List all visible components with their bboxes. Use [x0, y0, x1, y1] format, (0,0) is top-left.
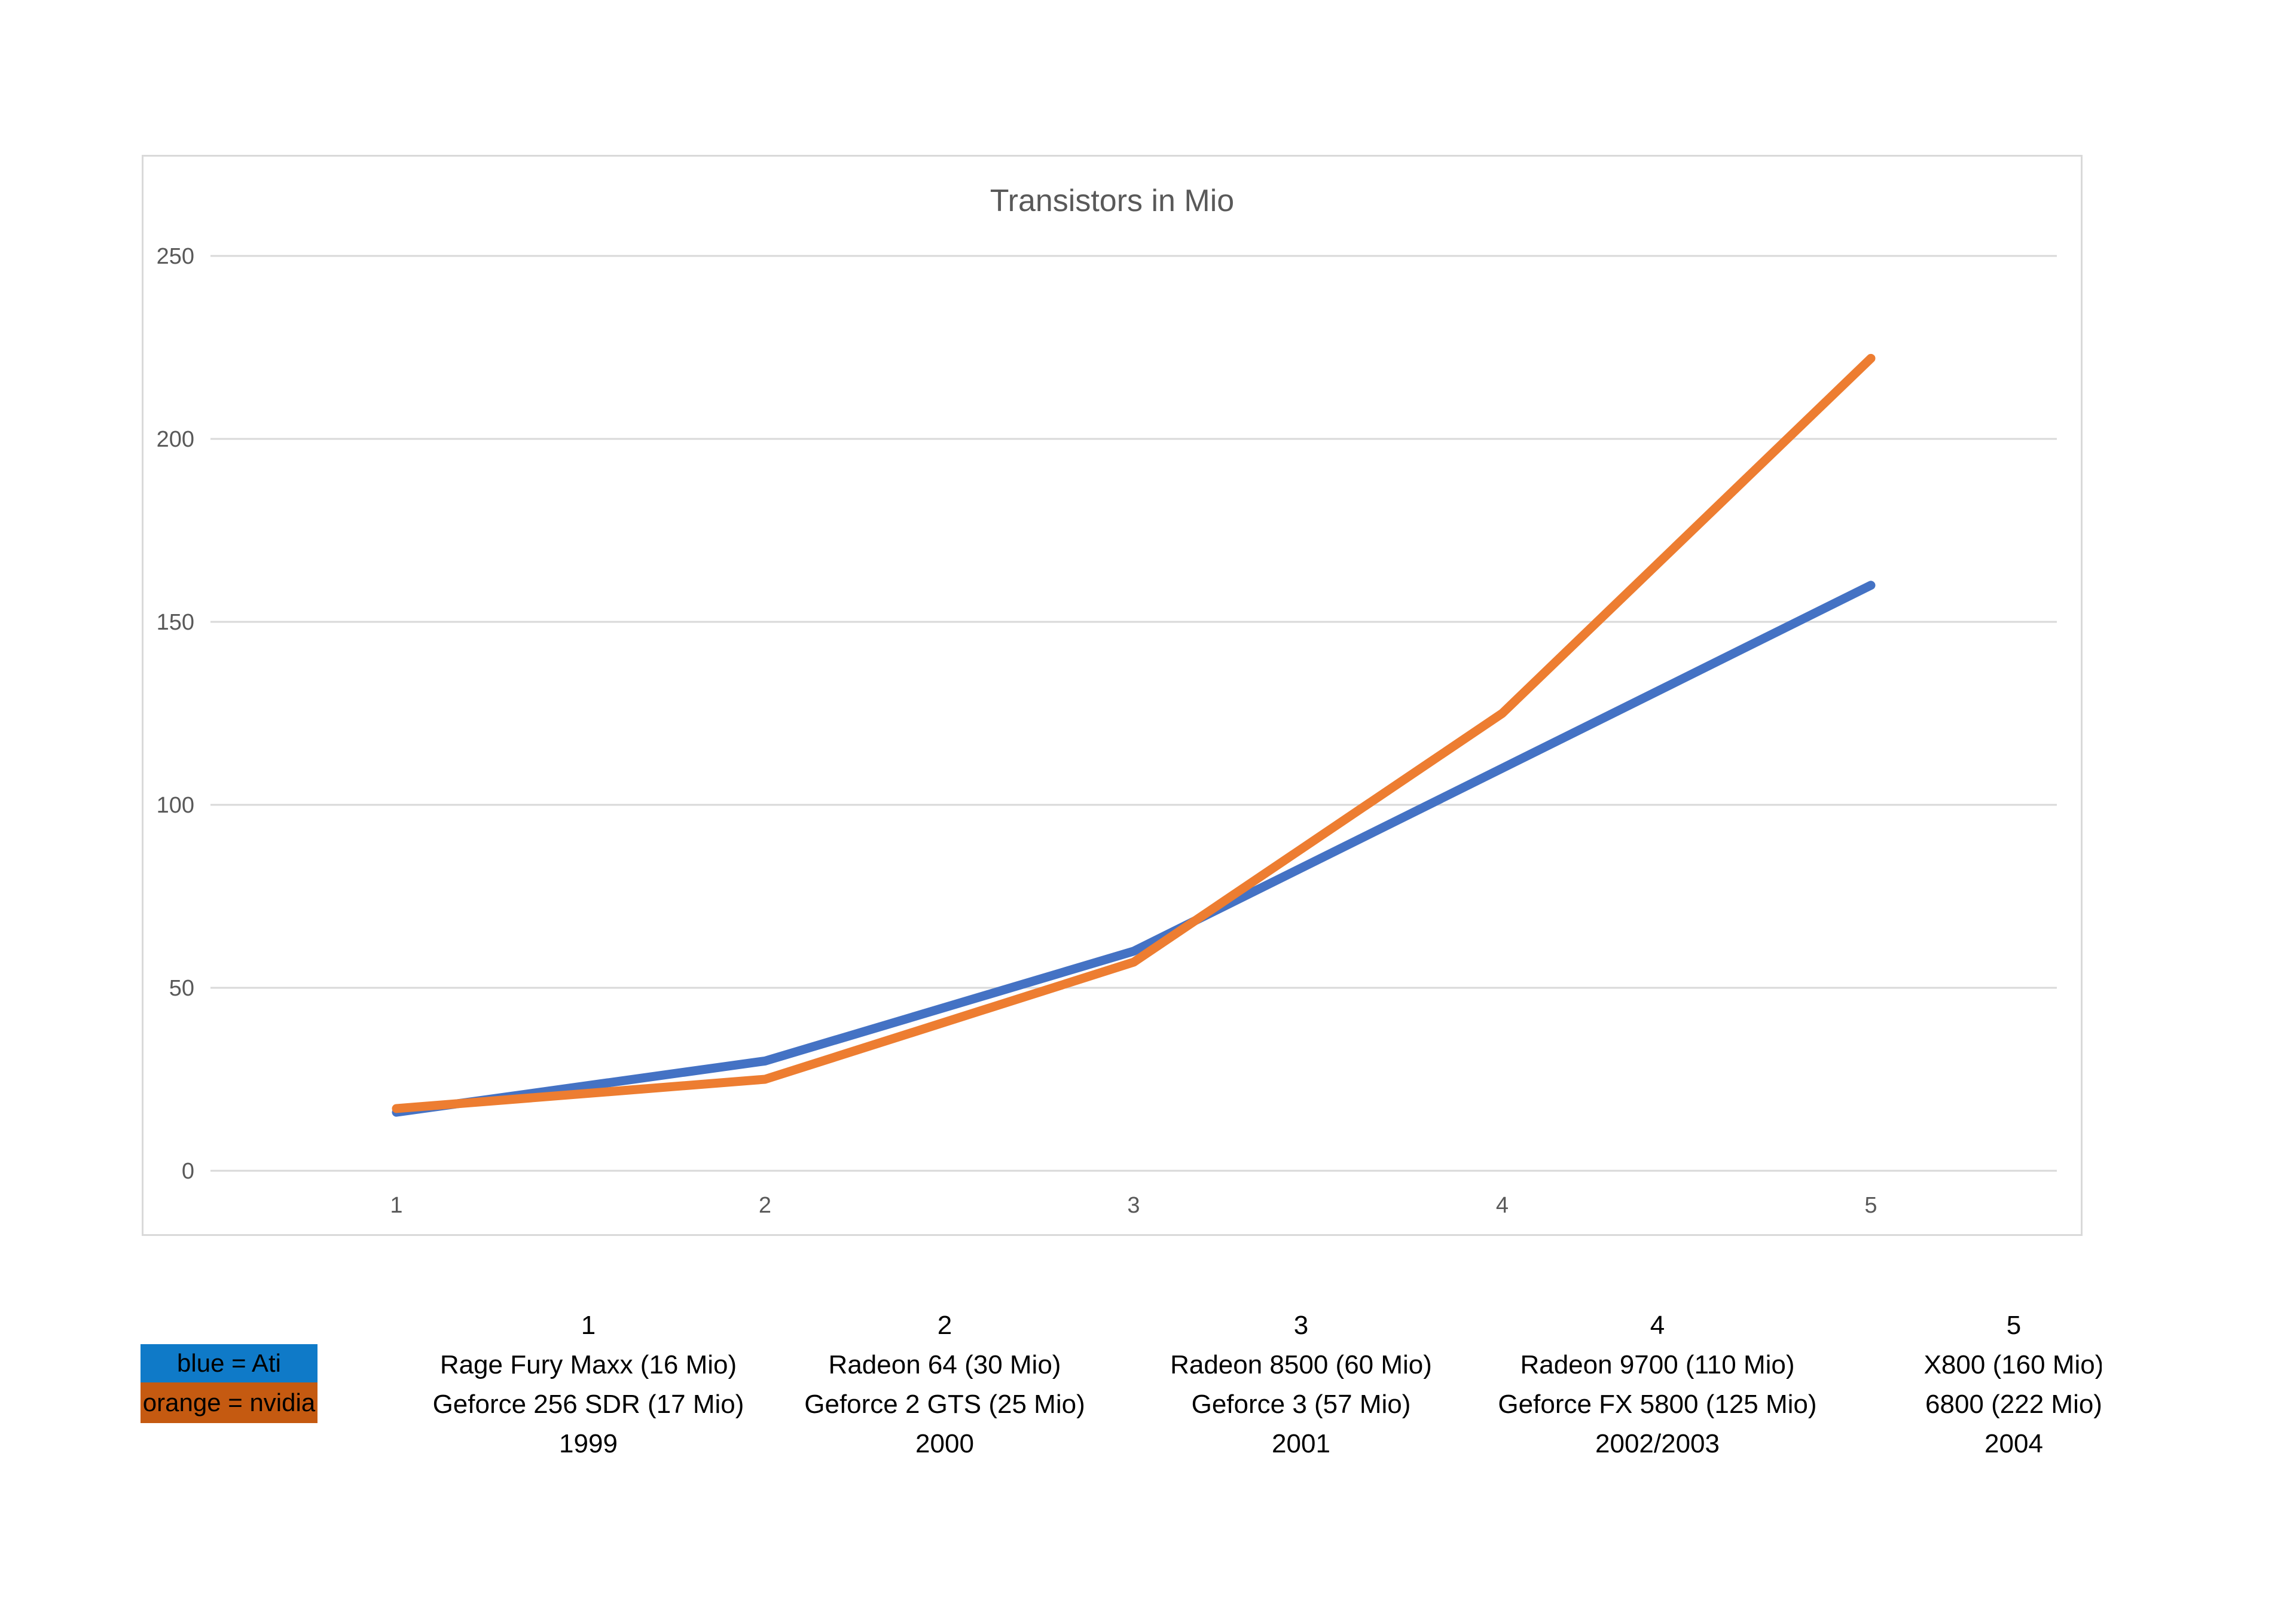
ati-card-cell: Radeon 64 (30 Mio) — [828, 1350, 1061, 1379]
legend: blue = Ati orange = nvidia — [141, 1344, 317, 1423]
ati-card-cell: Radeon 9700 (110 Mio) — [1520, 1350, 1795, 1379]
x-axis-tick-label: 4 — [1496, 1193, 1509, 1218]
table-column: 5 X800 (160 Mio) 6800 (222 Mio) 2004 — [1836, 1306, 2102, 1464]
year-cell: 2000 — [915, 1429, 974, 1458]
chart-title: Transistors in Mio — [990, 184, 1235, 218]
y-axis-tick-label: 50 — [169, 976, 194, 1001]
nvidia-card-cell: 6800 (222 Mio) — [1925, 1390, 2102, 1419]
table-column: 3 Radeon 8500 (60 Mio) Geforce 3 (57 Mio… — [1123, 1306, 1479, 1464]
column-number: 3 — [1293, 1311, 1309, 1340]
column-number: 4 — [1650, 1311, 1665, 1340]
column-number: 5 — [2006, 1311, 2022, 1340]
table-column: 2 Radeon 64 (30 Mio) Geforce 2 GTS (25 M… — [767, 1306, 1123, 1464]
column-number: 2 — [937, 1311, 952, 1340]
y-axis-tick-label: 150 — [157, 610, 194, 635]
legend-ati-swatch: blue = Ati — [141, 1344, 317, 1382]
series-line-nvidia — [392, 353, 1876, 1113]
x-axis-tick-label: 3 — [1127, 1193, 1140, 1218]
nvidia-card-cell: Geforce 3 (57 Mio) — [1191, 1390, 1411, 1419]
ati-card-cell: Radeon 8500 (60 Mio) — [1170, 1350, 1432, 1379]
x-axis-tick-label: 1 — [390, 1193, 402, 1218]
y-axis-tick-label: 250 — [157, 244, 194, 269]
y-axis-tick-label: 200 — [157, 427, 194, 452]
year-cell: 2002/2003 — [1595, 1429, 1720, 1458]
nvidia-card-cell: Geforce 256 SDR (17 Mio) — [432, 1390, 744, 1419]
line-chart-svg: 0 50 100 150 200 250 1 2 3 4 5 — [157, 244, 2057, 1218]
year-cell: 2001 — [1272, 1429, 1330, 1458]
ati-card-cell: Rage Fury Maxx (16 Mio) — [439, 1350, 737, 1379]
legend-ati-label: blue = Ati — [177, 1349, 281, 1377]
series-line-Ati — [392, 581, 1876, 1117]
nvidia-card-cell: Geforce 2 GTS (25 Mio) — [804, 1390, 1085, 1419]
legend-nvidia-label: orange = nvidia — [142, 1388, 316, 1417]
x-axis-tick-label: 2 — [759, 1193, 771, 1218]
x-axis-tick-label: 5 — [1864, 1193, 1877, 1218]
nvidia-card-cell: Geforce FX 5800 (125 Mio) — [1498, 1390, 1817, 1419]
chart-area: Transistors in Mio 0 50 100 150 200 250 1 2 3 4 5 — [142, 155, 2083, 1236]
table-column: 1 Rage Fury Maxx (16 Mio) Geforce 256 SD… — [410, 1306, 767, 1464]
ati-card-cell: X800 (160 Mio) — [1923, 1350, 2102, 1379]
y-axis-tick-label: 100 — [157, 793, 194, 818]
year-cell: 1999 — [559, 1429, 618, 1458]
table-column: 4 Radeon 9700 (110 Mio) Geforce FX 5800 … — [1479, 1306, 1836, 1464]
column-number: 1 — [581, 1311, 596, 1340]
summary-table: blue = Ati orange = nvidia 1 Rage Fury M… — [0, 1306, 2102, 1485]
legend-nvidia-swatch: orange = nvidia — [141, 1382, 317, 1423]
y-axis-tick-label: 0 — [182, 1159, 194, 1184]
year-cell: 2004 — [1984, 1429, 2043, 1458]
